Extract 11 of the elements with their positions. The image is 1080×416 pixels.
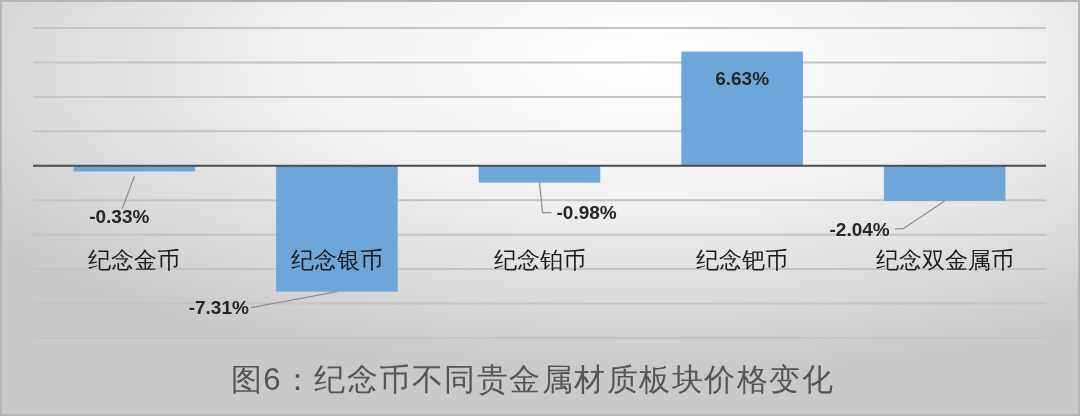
x-tick-label: 纪念金币: [88, 248, 181, 274]
x-tick-label: 纪念铂币: [493, 248, 586, 274]
value-label: -0.33%: [89, 206, 150, 228]
value-label: -2.04%: [829, 218, 890, 240]
x-tick-label: 纪念银币: [290, 248, 383, 274]
x-tick-label: 纪念钯币: [696, 248, 789, 274]
title: 图6：纪念币不同贵金属材质板块价格变化: [230, 362, 835, 397]
value-label: -7.31%: [188, 296, 249, 318]
x-tick-label: 纪念双金属币: [875, 248, 1014, 274]
value-label: -0.98%: [556, 201, 617, 223]
value-label: 6.63%: [715, 67, 770, 89]
